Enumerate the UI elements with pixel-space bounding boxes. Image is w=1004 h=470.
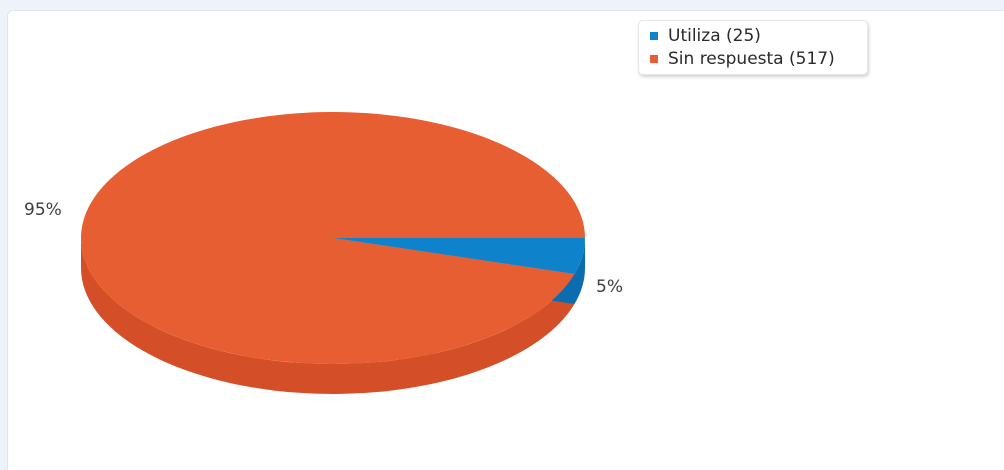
slice-sin-respuesta[interactable] [81,112,585,364]
legend-item-utiliza[interactable]: Utiliza (25) [650,25,761,47]
slice-utiliza[interactable] [333,238,585,275]
percent-label-utiliza: 5% [596,277,623,297]
legend-item-sin-respuesta[interactable]: Sin respuesta (517) [650,48,835,70]
legend-swatch-utiliza [650,32,658,40]
percent-label-sin-respuesta: 95% [24,200,62,220]
legend-swatch-sin-respuesta [650,55,658,63]
slice-side-utiliza [574,238,585,305]
pie-tops [81,112,585,364]
legend: Utiliza (25) Sin respuesta (517) [638,20,868,75]
legend-label-utiliza: Utiliza (25) [668,26,761,46]
legend-label-sin-respuesta: Sin respuesta (517) [668,49,835,69]
slice-side-sin-respuesta [80,238,575,395]
